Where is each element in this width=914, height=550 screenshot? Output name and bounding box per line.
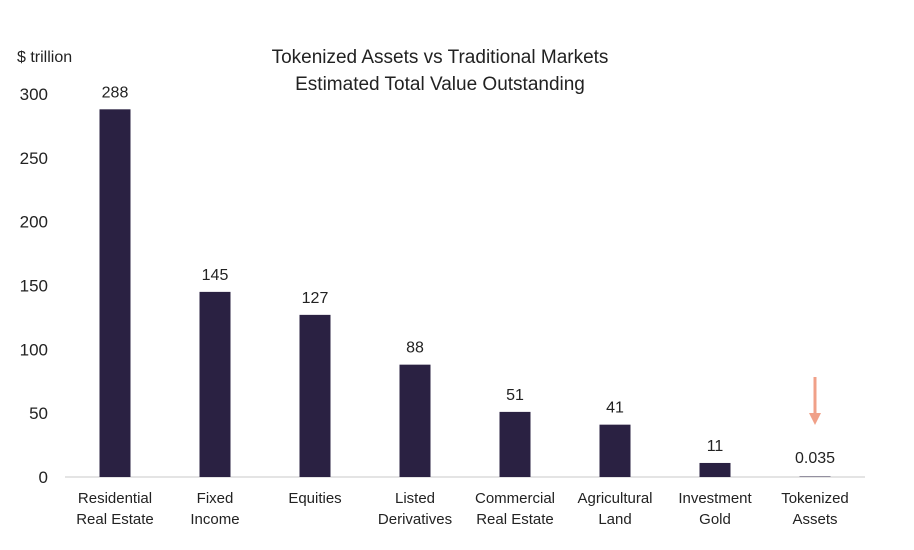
category-label: Tokenized <box>781 490 849 507</box>
value-label: 11 <box>707 438 724 455</box>
y-tick-label: 50 <box>29 404 48 423</box>
category-label: Agricultural <box>577 490 652 507</box>
chart-title-line-1: Tokenized Assets vs Traditional Markets <box>272 47 609 68</box>
chart-title-line-2: Estimated Total Value Outstanding <box>295 74 585 95</box>
bar <box>799 476 831 477</box>
bar <box>599 424 631 477</box>
category-label: Real Estate <box>76 511 154 528</box>
bar <box>199 291 231 477</box>
value-label: 288 <box>102 84 129 101</box>
value-label: 0.035 <box>795 450 835 467</box>
bar <box>399 364 431 477</box>
y-axis: 0 50 100 150 200 250 300 <box>20 85 48 487</box>
y-tick-label: 150 <box>20 277 48 296</box>
category-label: Commercial <box>475 490 555 507</box>
bars-group <box>99 109 831 477</box>
y-tick-label: 0 <box>39 468 48 487</box>
value-label: 41 <box>606 400 624 417</box>
arrow-head <box>809 413 821 425</box>
value-label: 88 <box>406 340 424 357</box>
y-axis-unit-label: $ trillion <box>17 49 72 66</box>
value-label: 145 <box>202 267 229 284</box>
category-labels-group: Residential Real Estate Fixed Income Equitie… <box>76 490 849 528</box>
value-label: 127 <box>302 290 329 307</box>
bar <box>299 314 331 477</box>
y-tick-label: 300 <box>20 85 48 104</box>
bar <box>699 462 731 477</box>
y-tick-label: 100 <box>20 340 48 359</box>
category-label: Land <box>598 511 631 528</box>
category-label: Residential <box>78 490 152 507</box>
category-label: Real Estate <box>476 511 554 528</box>
category-label: Equities <box>288 490 341 507</box>
category-label: Listed <box>395 490 435 507</box>
bar <box>99 109 131 477</box>
bar <box>499 411 531 477</box>
value-labels-group: 288 145 127 88 51 41 11 0.035 <box>102 84 835 467</box>
category-label: Assets <box>792 511 837 528</box>
y-tick-label: 250 <box>20 149 48 168</box>
category-label: Derivatives <box>378 511 452 528</box>
value-label: 51 <box>506 387 524 404</box>
y-tick-label: 200 <box>20 213 48 232</box>
category-label: Gold <box>699 511 731 528</box>
down-arrow-icon <box>809 377 821 425</box>
category-label: Income <box>190 511 239 528</box>
category-label: Investment <box>678 490 752 507</box>
category-label: Fixed <box>197 490 234 507</box>
